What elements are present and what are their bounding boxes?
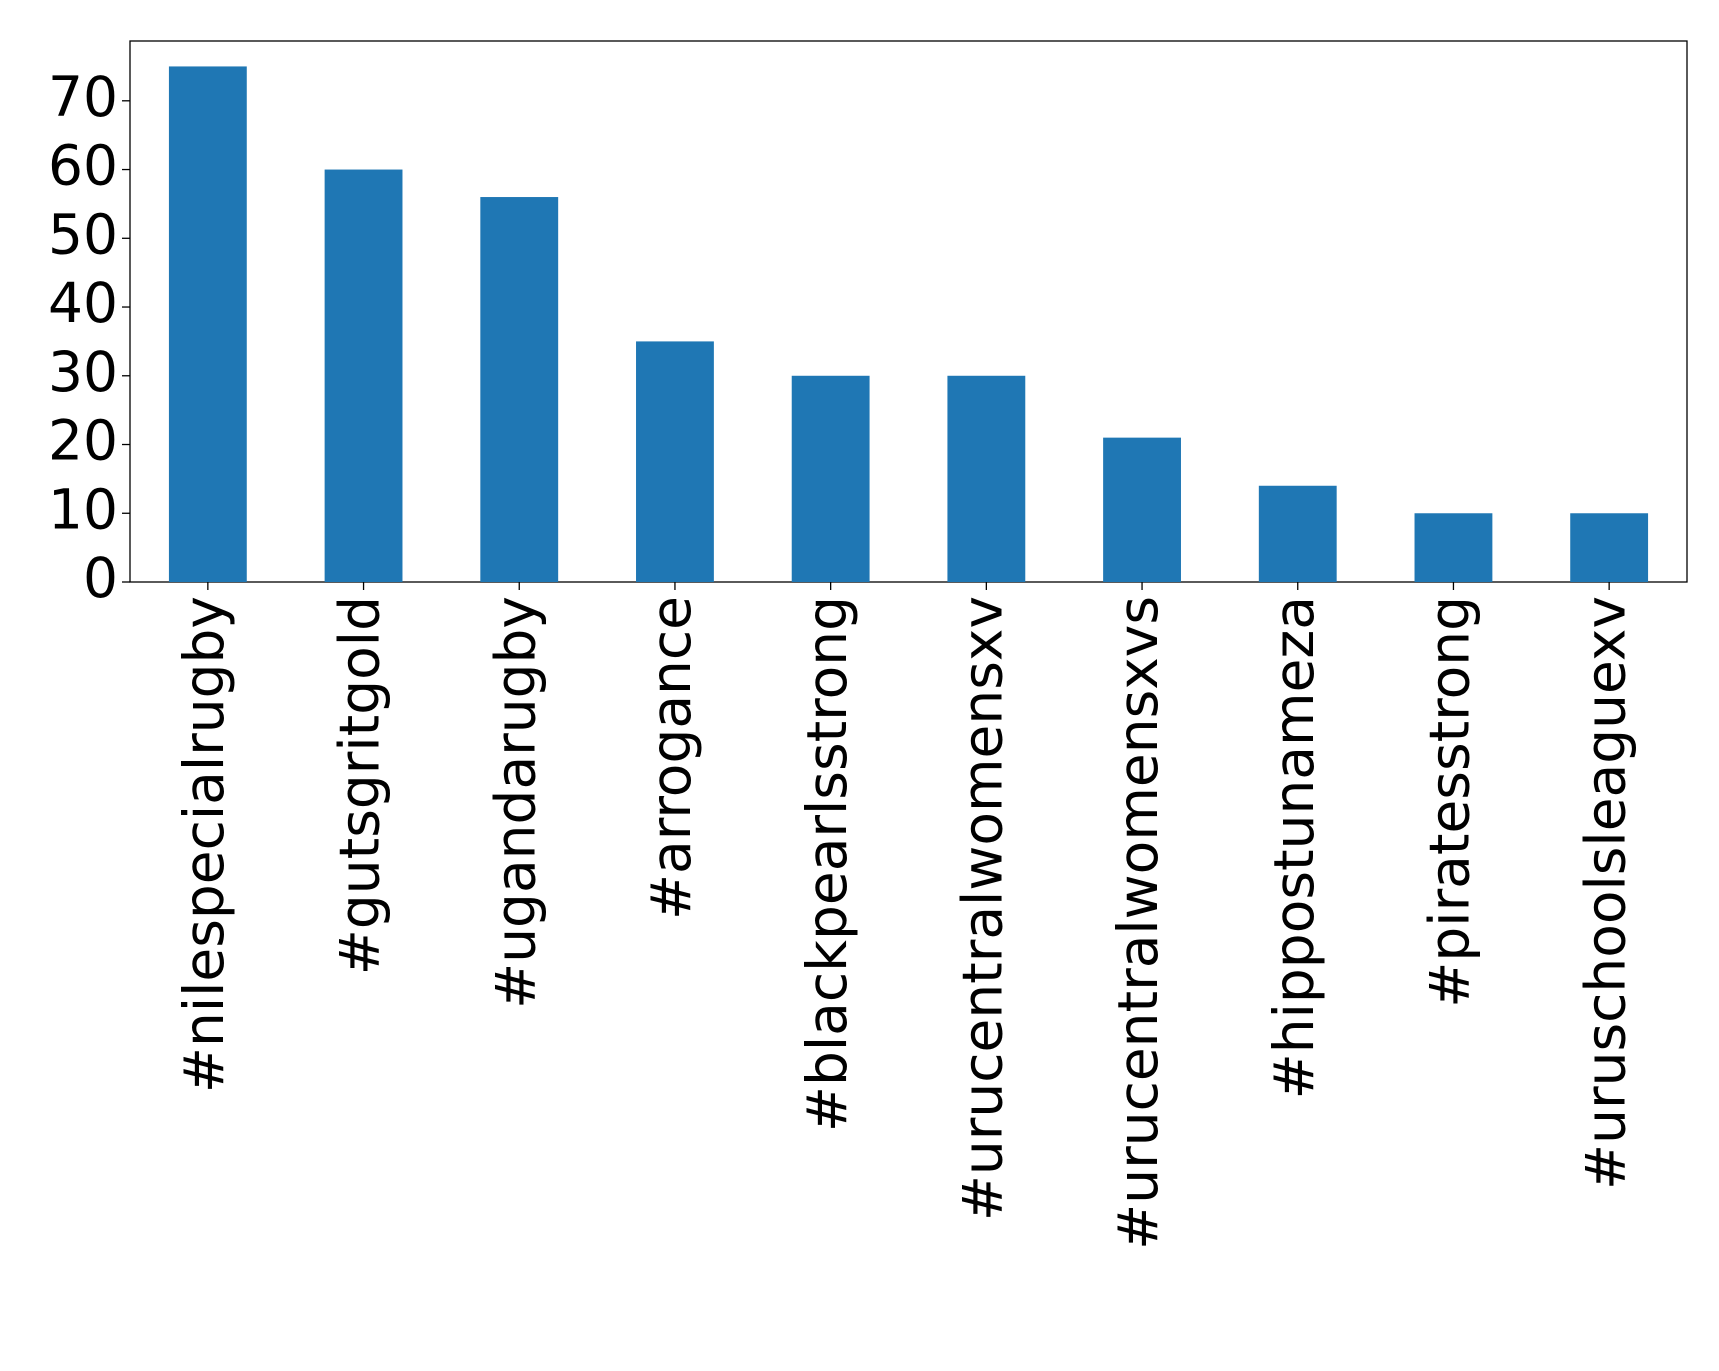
y-tick-label: 0: [83, 546, 118, 610]
bar: [1258, 485, 1337, 582]
y-tick-label: 60: [48, 134, 118, 198]
x-tick-label: #urucentralwomensxvs: [1106, 596, 1170, 1250]
y-tick-label: 40: [48, 271, 118, 335]
x-tick-label: #piratesstrong: [1418, 596, 1482, 1008]
plot-frame: [129, 40, 1688, 583]
y-tick-label: 20: [48, 409, 118, 473]
bar: [324, 169, 403, 582]
bar: [1414, 513, 1493, 582]
x-tick-label: #ugandarugby: [483, 596, 547, 1009]
x-tick-label: #urucentralwomensxv: [950, 596, 1014, 1221]
bar: [791, 375, 870, 582]
x-tick-label: #blackpearlsstrong: [795, 596, 859, 1132]
x-tick-label: #uruschoolsleaguexv: [1573, 596, 1637, 1190]
x-tick-label: #nilespecialrugby: [172, 596, 236, 1093]
bar: [1103, 437, 1181, 582]
bar: [1570, 513, 1649, 582]
x-tick-label: #hippostunameza: [1262, 596, 1326, 1099]
y-tick-label: 70: [48, 65, 118, 129]
bar: [947, 375, 1026, 582]
bar: [480, 197, 559, 582]
x-tick-label: #arrogance: [639, 596, 703, 920]
y-tick-label: 50: [48, 202, 118, 266]
bar: [168, 66, 247, 582]
y-tick-label: 30: [48, 340, 118, 404]
bar: [636, 341, 714, 582]
x-tick-label: #gutsgritgold: [328, 596, 392, 975]
y-tick-label: 10: [48, 477, 118, 541]
